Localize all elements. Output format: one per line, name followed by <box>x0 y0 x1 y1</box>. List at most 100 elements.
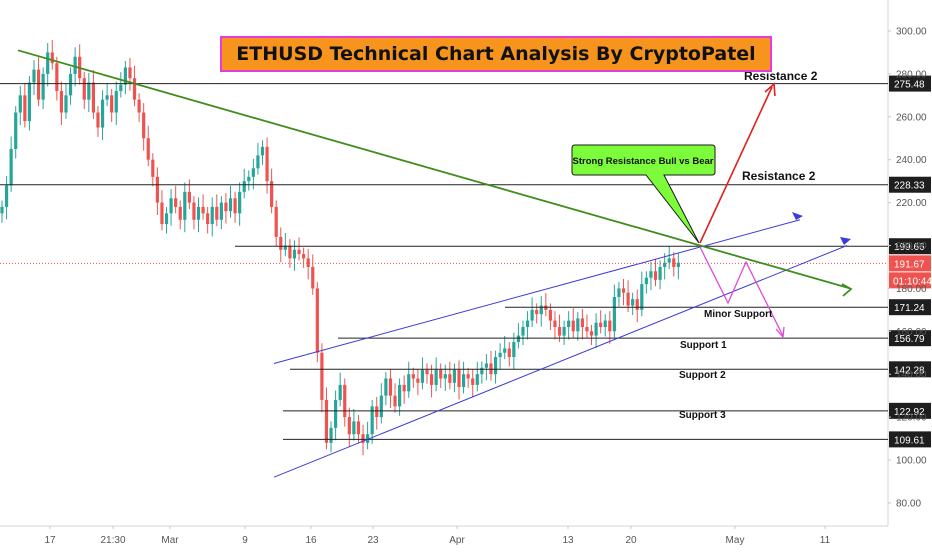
candle-body <box>539 305 543 315</box>
candle-body <box>617 288 621 297</box>
level-annotation: Resistance 2 <box>744 69 818 83</box>
candle-body <box>0 206 4 214</box>
candle-body <box>169 198 173 214</box>
countdown-tag <box>889 272 931 289</box>
trendline-arrowhead <box>841 283 853 297</box>
candle-body <box>471 378 475 385</box>
candle-body <box>302 254 306 259</box>
candle-body <box>338 384 342 400</box>
candle-body <box>329 427 333 443</box>
candle-body <box>475 374 479 385</box>
candle-body <box>233 198 237 214</box>
projection-up-arrowhead <box>764 82 776 97</box>
candle-body <box>68 73 73 96</box>
candle-body <box>672 258 676 267</box>
candle-body <box>649 271 653 278</box>
candle-body <box>160 202 164 225</box>
candle-body <box>178 206 182 220</box>
candle-body <box>242 181 246 192</box>
level-annotation: Support 1 <box>680 340 727 351</box>
candle-body <box>292 249 297 259</box>
candle-body <box>270 181 274 207</box>
candle-body <box>379 395 383 418</box>
current-price-tag <box>889 255 931 272</box>
candle-body <box>50 52 54 64</box>
candle-body <box>448 374 452 383</box>
y-tick-label: 220.00 <box>896 198 927 209</box>
level-annotation: Resistance 2 <box>742 169 816 183</box>
candle-body <box>91 82 95 113</box>
candle-body <box>183 191 187 220</box>
y-tick-label: 300.00 <box>896 27 927 38</box>
candle-body <box>142 112 146 139</box>
y-tick-label: 280.00 <box>896 69 927 80</box>
candle-body <box>324 399 329 443</box>
level-annotation: Support 3 <box>679 410 726 421</box>
candle-body <box>388 378 393 396</box>
candle-body <box>297 249 301 255</box>
candle-body <box>96 112 100 128</box>
candle-body <box>18 95 22 113</box>
candle-body <box>164 213 169 225</box>
candle-body <box>352 421 356 435</box>
candle-body <box>238 191 242 214</box>
x-tick-label: Apr <box>449 535 465 546</box>
price-level-tag <box>889 361 931 378</box>
candle-body <box>434 369 438 385</box>
y-tick-label: 160.00 <box>896 327 927 338</box>
candle-body <box>640 284 644 310</box>
candle-body <box>416 378 420 383</box>
candle-body <box>676 262 680 267</box>
candle-body <box>544 305 548 310</box>
candle-body <box>251 168 255 177</box>
y-tick-label: 240.00 <box>896 155 927 166</box>
x-tick-label: May <box>726 535 745 546</box>
candle-body <box>530 309 534 321</box>
candle-body <box>599 322 603 328</box>
candle-body <box>535 309 539 315</box>
candle-body <box>512 342 516 358</box>
candle-body <box>196 206 201 220</box>
candle-body <box>36 69 41 100</box>
candle-body <box>608 320 612 332</box>
candle-body <box>4 185 9 207</box>
candle-body <box>425 369 429 375</box>
candle-body <box>82 78 86 100</box>
candle-body <box>612 296 616 332</box>
candle-body <box>562 327 566 336</box>
candle-body <box>228 198 233 212</box>
candle-body <box>493 357 498 375</box>
candle-body <box>306 258 310 267</box>
candle-body <box>192 202 196 220</box>
candle-body <box>525 320 530 328</box>
price-level-tag-label: 142.28 <box>894 365 925 376</box>
channel-lower-line <box>273 245 848 478</box>
candle-body <box>14 112 18 149</box>
callout-text: Strong Resistance Bull vs Bear <box>573 156 714 167</box>
candle-body <box>260 146 265 156</box>
price-level-tag-label: 199.66 <box>894 242 925 253</box>
candle-body <box>411 374 415 379</box>
x-tick-label: 17 <box>44 535 56 546</box>
candle-body <box>461 374 466 388</box>
price-level-tag <box>889 75 931 92</box>
price-level-tag-label: 156.79 <box>894 334 925 345</box>
chart-title-box: ETHUSD Technical Chart Analysis By Crypt… <box>220 36 772 72</box>
price-level-tag <box>889 176 931 193</box>
candle-body <box>87 82 91 100</box>
y-tick-label: 80.00 <box>896 498 921 509</box>
candle-body <box>315 288 319 353</box>
candle-body <box>452 369 457 383</box>
candle-body <box>311 266 315 289</box>
candle-body <box>635 299 639 310</box>
candle-body <box>347 417 351 435</box>
candle-body <box>594 322 598 336</box>
price-level-tag-label: 228.33 <box>894 181 925 192</box>
candle-body <box>658 266 662 280</box>
candle-body <box>567 320 571 328</box>
x-tick-label: 9 <box>242 535 248 546</box>
price-level-tag <box>889 431 931 448</box>
candle-body <box>128 67 132 79</box>
